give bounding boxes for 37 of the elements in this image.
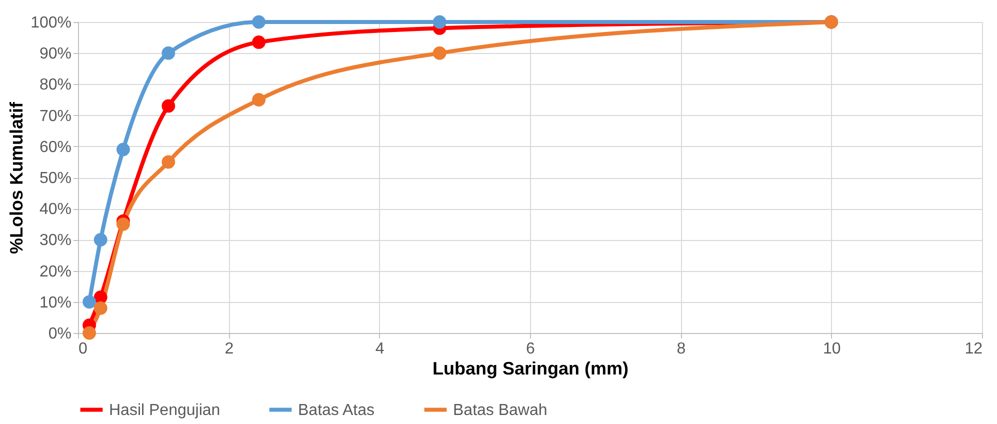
- point: [432, 15, 446, 29]
- point: [116, 142, 130, 156]
- point: [116, 217, 130, 231]
- point: [82, 326, 96, 340]
- point: [252, 93, 266, 106]
- x-tick-label: 4: [375, 340, 384, 358]
- y-tick-label: 100%: [30, 14, 72, 32]
- x-tick-label: 10: [822, 340, 841, 358]
- y-tick-label: 20%: [39, 263, 72, 280]
- point: [162, 155, 176, 169]
- legend-label: Batas Atas: [298, 402, 374, 419]
- point: [94, 301, 108, 315]
- point: [94, 233, 108, 246]
- point: [162, 46, 176, 60]
- point: [252, 15, 266, 29]
- legend-label: Hasil Pengujian: [109, 402, 220, 419]
- y-tick-label: 80%: [39, 76, 72, 94]
- y-axis-title: %Lolos Kumulatif: [6, 100, 27, 254]
- y-tick-label: 10%: [39, 294, 72, 312]
- y-tick-label: 40%: [39, 201, 72, 218]
- y-tick-label: 50%: [39, 170, 72, 187]
- x-tick-label: 8: [676, 340, 686, 358]
- x-axis-title: Lubang Saringan (mm): [432, 358, 629, 378]
- y-tick-label: 70%: [39, 108, 72, 125]
- y-tick-label: 0%: [48, 326, 72, 342]
- point: [432, 46, 446, 60]
- point: [162, 99, 176, 113]
- point: [82, 295, 96, 309]
- x-tick-label: 2: [224, 340, 234, 358]
- y-tick-label: 30%: [39, 232, 72, 250]
- point: [252, 36, 266, 49]
- legend-label: Batas Bawah: [453, 402, 548, 419]
- x-tick-label: 12: [964, 340, 983, 358]
- x-tick-label: 6: [526, 340, 536, 358]
- x-tick-label: 0: [78, 340, 88, 358]
- y-tick-label: 90%: [39, 46, 72, 63]
- y-tick-label: 60%: [39, 138, 72, 156]
